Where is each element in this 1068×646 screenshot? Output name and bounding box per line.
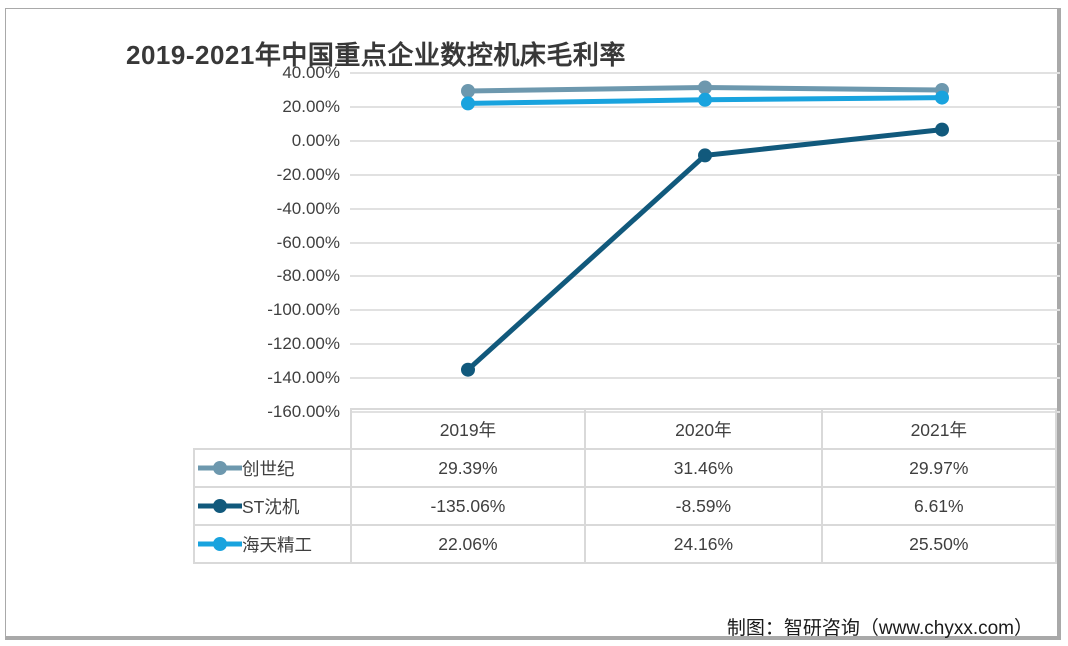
gridline (350, 139, 1060, 142)
data-point-1-1 (698, 148, 712, 163)
gridline (350, 241, 1060, 244)
table-row: ST沈机 -135.06% -8.59% 6.61% (193, 486, 1058, 526)
y-axis-tick-label: 0.00% (291, 130, 340, 150)
legend-series-name: 创世纪 (242, 458, 295, 479)
table-header-row: 2019年 2020年 2021年 (194, 408, 1058, 450)
gridline (350, 377, 1060, 380)
value-cell-0-2: 29.97% (820, 448, 1058, 488)
table-row: 创世纪 29.39% 31.46% 29.97% (193, 448, 1058, 488)
legend-entry: 海天精工 (196, 532, 349, 557)
legend-series-name: 海天精工 (242, 534, 312, 555)
y-axis-tick-label: -160.00% (267, 402, 340, 421)
value-cell-0-0: 29.39% (349, 448, 587, 488)
table-header-2021年: 2021年 (820, 408, 1058, 450)
value-cell-1-0: -135.06% (349, 486, 587, 526)
legend-series-name: ST沈机 (242, 496, 300, 517)
y-axis-tick-label: -40.00% (276, 198, 340, 218)
y-axis-tick-label: 40.00% (282, 63, 340, 82)
legend-marker-icon (198, 461, 242, 475)
value-cell-0-1: 31.46% (584, 448, 823, 488)
data-point-1-0 (461, 362, 475, 377)
data-point-0-1 (698, 80, 712, 95)
data-point-2-1 (698, 92, 712, 107)
legend-marker-icon (198, 499, 242, 513)
gridline (350, 173, 1060, 176)
legend-marker-icon (198, 537, 242, 551)
y-axis-tick-label: -20.00% (276, 164, 340, 184)
table-corner-blank (194, 409, 351, 449)
data-point-2-0 (461, 96, 475, 111)
chart-frame: 2019-2021年中国重点企业数控机床毛利率 40.00% 20.00% 0.00… (5, 8, 1061, 640)
y-axis-tick-label: -140.00% (267, 368, 340, 388)
legend-entry: 创世纪 (196, 456, 349, 481)
credit-text: 制图：智研咨询（www.chyxx.com） (726, 618, 1033, 639)
gridline (350, 343, 1060, 346)
y-axis-tick-label: -100.00% (267, 300, 340, 320)
chart-title: 2019-2021年中国重点企业数控机床毛利率 (126, 40, 626, 70)
value-cell-2-2: 25.50% (820, 524, 1058, 564)
data-point-2-2 (935, 90, 949, 105)
legend-cell: 海天精工 (193, 524, 352, 564)
value-cell-2-0: 22.06% (349, 524, 587, 564)
data-point-1-2 (935, 122, 949, 137)
gridline (350, 105, 1060, 108)
value-cell-2-1: 24.16% (584, 524, 823, 564)
data-table: 2019年 2020年 2021年 创世纪 29.39% 31.46% 29.97% ST沈机… (193, 408, 1058, 564)
table-row: 海天精工 22.06% 24.16% 25.50% (193, 524, 1058, 564)
gridline (350, 207, 1060, 210)
table-header-2019年: 2019年 (349, 408, 587, 450)
legend-cell: 创世纪 (193, 448, 352, 488)
y-axis-tick-label: -120.00% (267, 334, 340, 354)
y-axis-tick-label: 20.00% (282, 96, 340, 116)
data-point-0-0 (461, 84, 475, 98)
legend-entry: ST沈机 (196, 494, 349, 519)
gridline (350, 309, 1060, 312)
line-chart-svg (461, 80, 949, 377)
gridline (350, 275, 1060, 278)
y-axis-tick-label: -80.00% (276, 266, 340, 286)
series-line-1 (466, 127, 943, 372)
value-cell-1-1: -8.59% (584, 486, 823, 526)
legend-cell: ST沈机 (193, 486, 352, 526)
value-cell-1-2: 6.61% (820, 486, 1058, 526)
table-header-2020年: 2020年 (584, 408, 823, 450)
y-axis-tick-label: -60.00% (276, 232, 340, 252)
gridline (350, 72, 1060, 74)
